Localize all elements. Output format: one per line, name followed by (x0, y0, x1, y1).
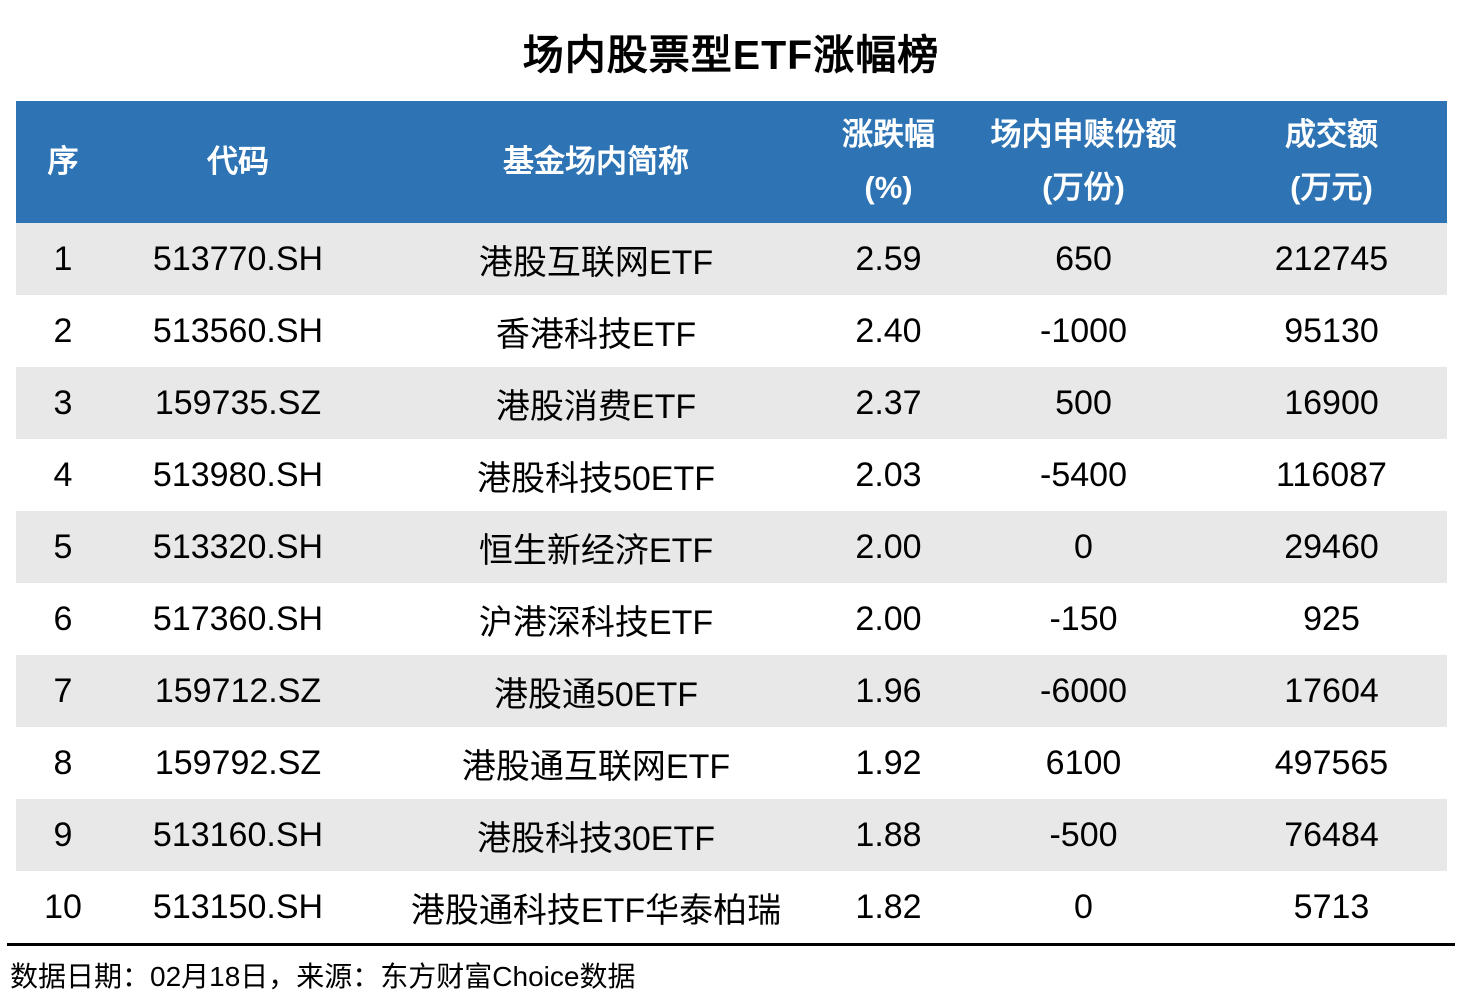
column-header-shares: 场内申赎份额 (万份) (951, 101, 1216, 223)
change-cell: 1.92 (855, 743, 922, 782)
turnover-cell: 29460 (1284, 527, 1379, 566)
turnover-cell: 497565 (1274, 743, 1389, 782)
column-header-unit: (万元) (1290, 170, 1373, 205)
table-row: 8 159792.SZ 港股通互联网ETF 1.92 6100 497565 (16, 727, 1447, 799)
code-cell: 513320.SH (152, 527, 324, 566)
rank-cell: 1 (53, 239, 73, 278)
name-cell: 沪港深科技ETF (478, 603, 714, 642)
change-cell: 1.88 (855, 815, 922, 854)
column-header-unit: (%) (864, 170, 913, 205)
code-cell: 159792.SZ (154, 743, 322, 782)
rank-cell: 5 (53, 527, 73, 566)
code-cell: 159735.SZ (154, 383, 322, 422)
turnover-cell: 116087 (1276, 455, 1387, 494)
rank-cell: 9 (53, 815, 73, 854)
name-cell: 港股科技50ETF (476, 459, 716, 498)
turnover-cell: 925 (1303, 599, 1360, 638)
turnover-cell: 212745 (1274, 239, 1389, 278)
column-header-label: 序 (47, 143, 79, 179)
change-cell: 2.00 (855, 599, 922, 638)
rank-cell: 8 (53, 743, 73, 782)
change-cell: 1.82 (855, 887, 922, 926)
shares-cell: 6100 (1045, 743, 1122, 782)
rank-cell: 4 (53, 455, 73, 494)
change-cell: 2.00 (855, 527, 922, 566)
column-header-change: 涨跌幅 (%) (826, 101, 951, 223)
column-header-rank: 序 (16, 101, 110, 223)
name-cell: 香港科技ETF (495, 315, 697, 354)
shares-cell: -500 (1049, 815, 1118, 854)
table-row: 5 513320.SH 恒生新经济ETF 2.00 0 29460 (16, 511, 1447, 583)
footer-divider (7, 943, 1455, 946)
shares-cell: -1000 (1040, 311, 1127, 350)
column-header-label: 基金场内简称 (503, 143, 689, 179)
turnover-cell: 95130 (1284, 311, 1379, 350)
code-cell: 517360.SH (152, 599, 324, 638)
name-cell: 恒生新经济ETF (478, 531, 714, 570)
rank-cell: 2 (53, 311, 73, 350)
table-row: 9 513160.SH 港股科技30ETF 1.88 -500 76484 (16, 799, 1447, 871)
table-row: 7 159712.SZ 港股通50ETF 1.96 -6000 17604 (16, 655, 1447, 727)
change-cell: 2.03 (855, 455, 922, 494)
table-row: 6 517360.SH 沪港深科技ETF 2.00 -150 925 (16, 583, 1447, 655)
column-header-turnover: 成交额 (万元) (1216, 101, 1447, 223)
shares-cell: 650 (1055, 239, 1112, 278)
etf-gainers-table: 序 代码 基金场内简称 涨跌幅 (%) 场内申赎份额 (万份) 成交额 (万元) 1 513770… (16, 101, 1447, 943)
shares-cell: -5400 (1040, 455, 1127, 494)
table-row: 3 159735.SZ 港股消费ETF 2.37 500 16900 (16, 367, 1447, 439)
column-header-label: 代码 (207, 143, 269, 179)
name-cell: 港股通互联网ETF (461, 747, 731, 786)
shares-cell: -6000 (1040, 671, 1127, 710)
code-cell: 513560.SH (152, 311, 324, 350)
rank-cell: 7 (53, 671, 73, 710)
rank-cell: 10 (44, 887, 82, 926)
change-cell: 2.40 (855, 311, 922, 350)
table-row: 2 513560.SH 香港科技ETF 2.40 -1000 95130 (16, 295, 1447, 367)
data-source-note: 数据日期：02月18日，来源：东方财富Choice数据 (10, 961, 636, 992)
table-row: 1 513770.SH 港股互联网ETF 2.59 650 212745 (16, 223, 1447, 295)
name-cell: 港股互联网ETF (478, 243, 714, 282)
name-cell: 港股通50ETF (493, 675, 699, 714)
shares-cell: 500 (1055, 383, 1112, 422)
shares-cell: -150 (1049, 599, 1118, 638)
column-header-label: 成交额 (1285, 117, 1378, 153)
rank-cell: 6 (53, 599, 73, 638)
table-body: 1 513770.SH 港股互联网ETF 2.59 650 212745 2 513560.S… (16, 223, 1447, 943)
page-title: 场内股票型ETF涨幅榜 (522, 31, 940, 78)
change-cell: 2.59 (855, 239, 922, 278)
table-header-row: 序 代码 基金场内简称 涨跌幅 (%) 场内申赎份额 (万份) 成交额 (万元) (16, 101, 1447, 223)
turnover-cell: 17604 (1284, 671, 1379, 710)
code-cell: 513770.SH (152, 239, 324, 278)
rank-cell: 3 (53, 383, 73, 422)
code-cell: 513160.SH (152, 815, 324, 854)
name-cell: 港股科技30ETF (476, 819, 716, 858)
name-cell: 港股通科技ETF华泰柏瑞 (410, 891, 782, 930)
column-header-unit: (万份) (1042, 170, 1125, 205)
column-header-label: 涨跌幅 (842, 117, 935, 153)
shares-cell: 0 (1074, 527, 1093, 566)
code-cell: 159712.SZ (154, 671, 322, 710)
turnover-cell: 16900 (1284, 383, 1379, 422)
change-cell: 2.37 (855, 383, 922, 422)
table-header: 序 代码 基金场内简称 涨跌幅 (%) 场内申赎份额 (万份) 成交额 (万元) (16, 101, 1447, 223)
code-cell: 513150.SH (152, 887, 324, 926)
turnover-cell: 5713 (1293, 887, 1370, 926)
turnover-cell: 76484 (1284, 815, 1379, 854)
table-row: 4 513980.SH 港股科技50ETF 2.03 -5400 116087 (16, 439, 1447, 511)
table-row: 10 513150.SH 港股通科技ETF华泰柏瑞 1.82 0 5713 (16, 871, 1447, 943)
code-cell: 513980.SH (152, 455, 324, 494)
change-cell: 1.96 (855, 671, 922, 710)
column-header-label: 场内申赎份额 (990, 117, 1177, 153)
name-cell: 港股消费ETF (495, 387, 697, 426)
column-header-name: 基金场内简称 (366, 101, 826, 223)
shares-cell: 0 (1074, 887, 1093, 926)
column-header-code: 代码 (110, 101, 366, 223)
